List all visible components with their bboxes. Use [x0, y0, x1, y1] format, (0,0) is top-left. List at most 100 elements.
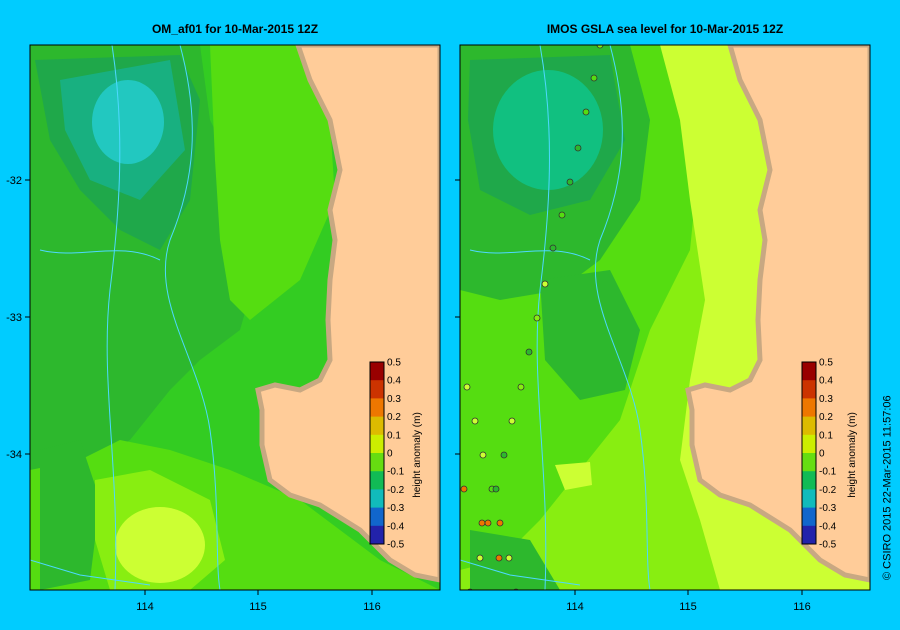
colorbar-tick-label: 0.3	[387, 394, 401, 405]
colorbar-tick-label: -0.2	[819, 485, 837, 496]
colorbar-tick-label: 0	[819, 449, 825, 460]
observation-point	[484, 519, 492, 527]
right-panel-title: IMOS GSLA sea level for 10-Mar-2015 12Z	[546, 22, 784, 36]
x-tick-label: 115	[679, 601, 697, 613]
observation-point	[533, 314, 541, 322]
observation-point	[478, 519, 486, 527]
colorbar-segment	[370, 489, 384, 509]
colorbar-tick-label: -0.1	[819, 467, 837, 478]
colorbar-tick-label: -0.2	[387, 485, 405, 496]
left-map	[30, 45, 440, 590]
colorbar-tick-label: 0.3	[819, 394, 833, 405]
observation-point	[500, 451, 508, 459]
observation-point	[496, 519, 504, 527]
observation-point	[460, 485, 468, 493]
bathymetry-contour	[460, 45, 651, 590]
colorbar-tick-label: 0	[387, 449, 393, 460]
colorbar-segment	[370, 416, 384, 436]
observation-points	[460, 45, 604, 590]
colorbar-segment	[370, 398, 384, 418]
colorbar-right: 0.5 0.4 0.3 0.2 0.1 0 -0.1 -0.2 -0.3 -0.4 -0.5	[801, 358, 837, 551]
observation-point	[525, 348, 533, 356]
x-tick-label: 116	[363, 601, 381, 613]
observation-point	[590, 74, 598, 82]
colorbar-tick-label: 0.1	[387, 430, 401, 441]
observation-point	[566, 178, 574, 186]
x-tick-label: 114	[566, 601, 584, 613]
colorbar-segment	[370, 471, 384, 490]
land-mass-left	[255, 45, 440, 583]
anomaly-min-core	[493, 70, 603, 190]
colorbar-segment	[802, 380, 816, 399]
land-mass-right	[685, 45, 870, 583]
colorbar-tick-label: 0.2	[387, 412, 401, 423]
colorbar-segment	[802, 362, 816, 381]
anomaly-max-core	[115, 507, 205, 583]
colorbar-segment	[802, 434, 816, 454]
credit-text: © CSIRO 2015 22-Mar-2015 11:57:06	[882, 395, 894, 580]
colorbar-segment	[370, 507, 384, 527]
observation-point	[508, 417, 516, 425]
colorbar-segment	[802, 507, 816, 527]
observation-point	[574, 144, 582, 152]
colorbar-tick-label: 0.4	[387, 376, 401, 387]
observation-point	[582, 108, 590, 116]
anomaly-min-core	[92, 80, 164, 164]
anomaly-high-region	[210, 45, 335, 320]
observation-point	[476, 554, 484, 562]
right-map	[460, 45, 870, 590]
observation-point	[517, 383, 525, 391]
y-tick-label: -32	[6, 175, 22, 187]
observation-point	[495, 554, 503, 562]
y-tick-label: -34	[6, 449, 22, 461]
colorbar-segment	[802, 398, 816, 418]
colorbar-tick-label: -0.3	[819, 503, 837, 514]
colorbar-segment	[370, 380, 384, 399]
colorbar-tick-label: 0.2	[819, 412, 833, 423]
colorbar-segment	[370, 453, 384, 472]
colorbar-frame	[801, 361, 817, 545]
colorbar-tick-label: 0.5	[819, 358, 833, 369]
colorbar-tick-label: 0.1	[819, 430, 833, 441]
colorbar-frame	[369, 361, 385, 545]
colorbar-segment	[802, 525, 816, 545]
colorbar-left: 0.5 0.4 0.3 0.2 0.1 0 -0.1 -0.2 -0.3 -0.4 -0.5	[369, 358, 405, 551]
colorbar-segment	[370, 362, 384, 381]
colorbar-tick-label: -0.5	[819, 540, 837, 551]
colorbar-segment	[802, 471, 816, 490]
bathymetry-contour	[30, 45, 221, 590]
anomaly-low-region	[40, 440, 100, 590]
colorbar-tick-label: 0.4	[819, 376, 833, 387]
colorbar-segment	[802, 416, 816, 436]
observation-point	[596, 45, 604, 49]
anomaly-high-patch	[555, 462, 592, 490]
left-panel-title: OM_af01 for 10-Mar-2015 12Z	[151, 22, 319, 36]
anomaly-low-region	[470, 530, 560, 590]
observation-point	[492, 485, 500, 493]
observation-point	[463, 383, 471, 391]
anomaly-low-region	[540, 270, 640, 400]
colorbar-label: height anomaly (m)	[847, 412, 858, 498]
colorbar-segment	[802, 453, 816, 472]
observation-point	[558, 211, 566, 219]
axis-ticks	[25, 179, 803, 595]
observation-point	[479, 451, 487, 459]
colorbar-segment	[802, 489, 816, 509]
colorbar-tick-label: -0.1	[387, 467, 405, 478]
colorbar-label: height anomaly (m)	[412, 412, 423, 498]
y-tick-label: -33	[6, 312, 22, 324]
observation-point	[505, 554, 513, 562]
observation-point	[549, 244, 557, 252]
colorbar-segment	[370, 525, 384, 545]
x-tick-label: 114	[136, 601, 154, 613]
colorbar-tick-label: 0.5	[387, 358, 401, 369]
colorbar-tick-label: -0.4	[387, 521, 405, 532]
colorbar-tick-label: -0.3	[387, 503, 405, 514]
colorbar-segment	[370, 434, 384, 454]
x-tick-label: 116	[793, 601, 811, 613]
observation-point	[541, 280, 549, 288]
colorbar-tick-label: -0.5	[387, 540, 405, 551]
observation-point	[471, 417, 479, 425]
